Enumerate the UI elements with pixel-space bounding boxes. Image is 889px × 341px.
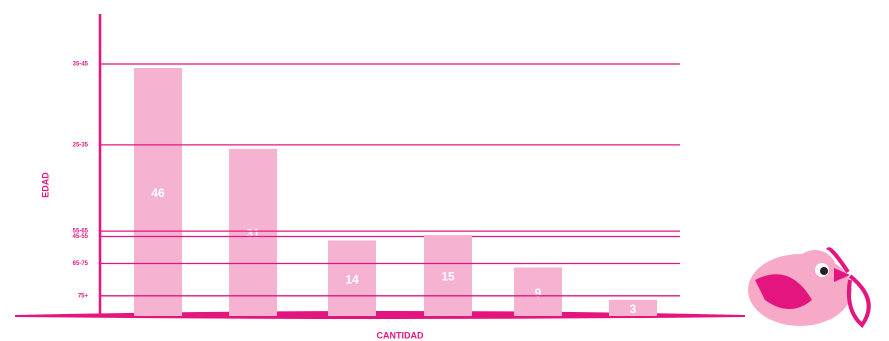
- data-label: 9: [535, 286, 542, 300]
- y-tick-label: 35-45: [73, 62, 89, 68]
- data-label: 14: [345, 272, 359, 286]
- y-tick-label: 25-35: [73, 142, 89, 148]
- bar: [514, 267, 562, 316]
- bar: [424, 235, 472, 316]
- data-label: 15: [441, 270, 455, 284]
- bird-head: [793, 250, 837, 294]
- y-tick-label: 65-75: [73, 261, 89, 267]
- bar: [229, 148, 277, 316]
- bird-beak: [834, 268, 850, 282]
- bar: [134, 68, 182, 316]
- bird-pupil: [820, 267, 828, 275]
- y-tick-label: 45-55: [73, 234, 89, 240]
- bar: [328, 240, 376, 316]
- bird-wing: [755, 274, 812, 309]
- bird-ribbon: [826, 247, 871, 328]
- bird: [748, 247, 871, 328]
- x-axis-label: CANTIDAD: [377, 330, 424, 340]
- data-label: 46: [151, 186, 165, 200]
- data-label: 3: [630, 302, 637, 316]
- data-label: 31: [246, 227, 260, 241]
- y-tick-label: 75+: [78, 293, 89, 299]
- y-tick-label: 55-65: [73, 229, 89, 235]
- bar: [609, 299, 657, 316]
- y-axis-label: EDAD: [40, 172, 50, 198]
